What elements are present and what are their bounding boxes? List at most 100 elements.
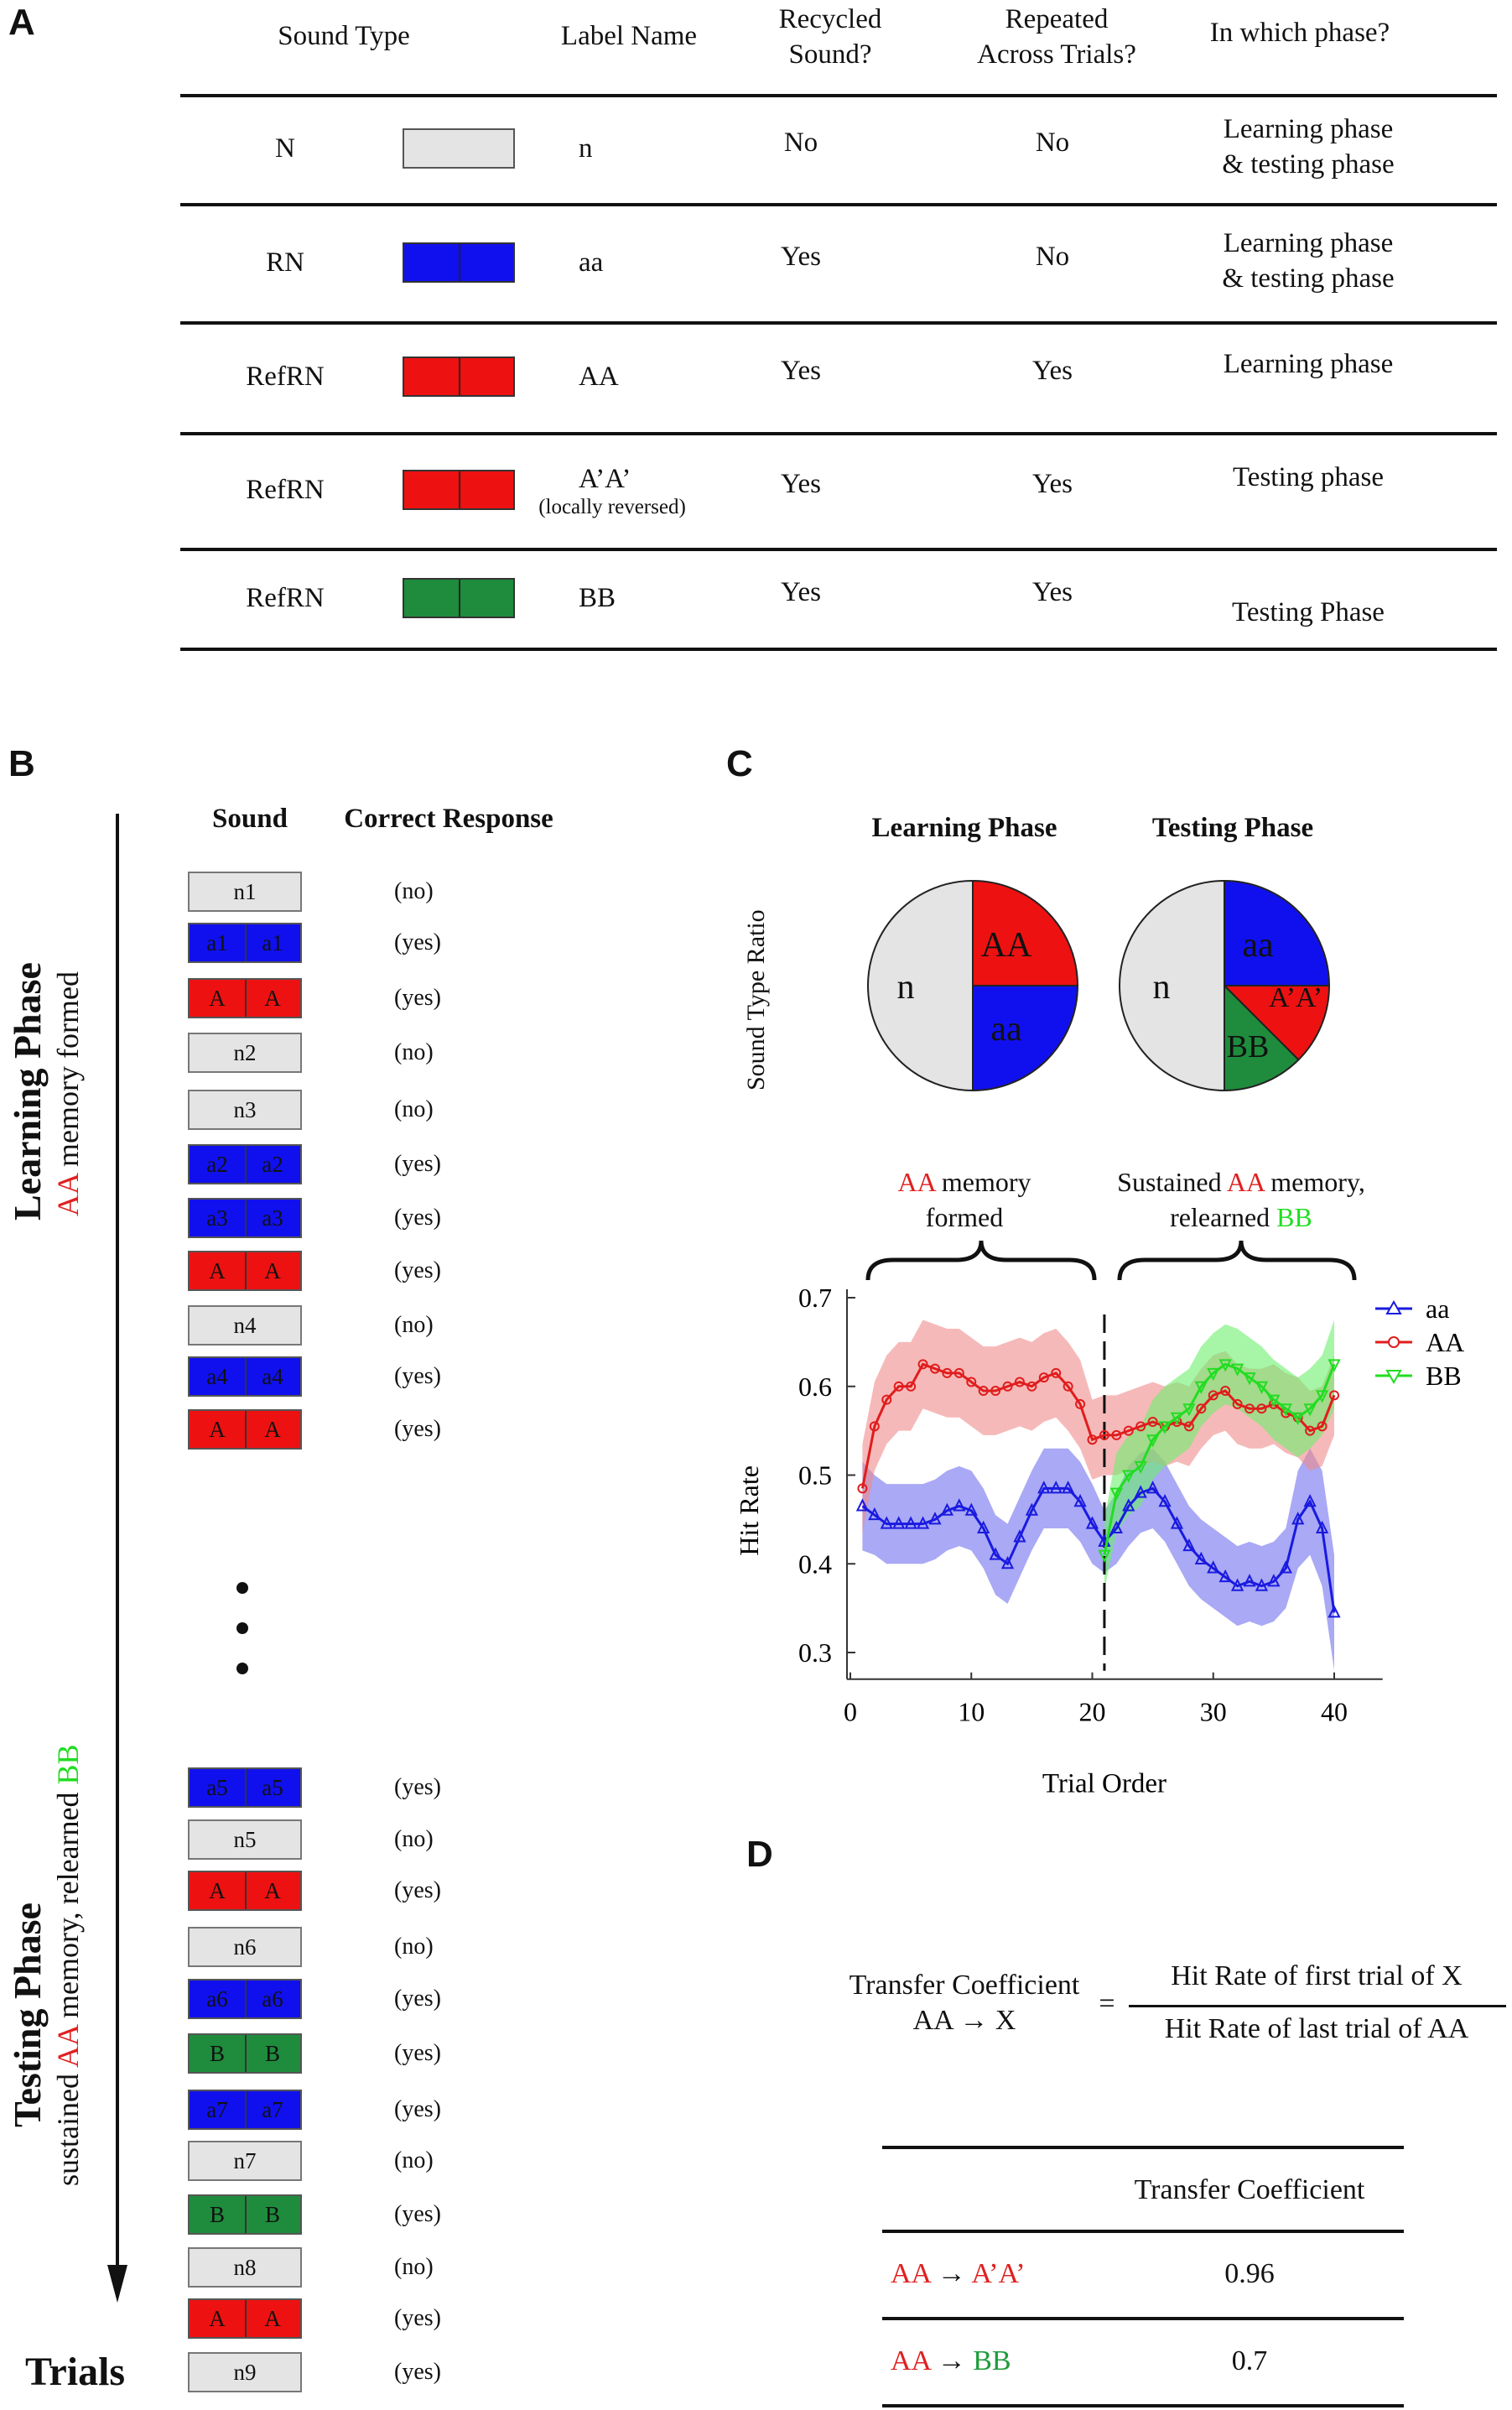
label-name-cell: A’A’	[579, 464, 631, 494]
correct-response: (yes)	[394, 2305, 441, 2331]
sound-box-text: A	[209, 1258, 226, 1283]
sound-swatch	[403, 128, 515, 169]
sound-box-n: n8	[188, 2247, 302, 2288]
d-table-rule	[882, 2317, 1404, 2320]
equation-equals: =	[1099, 1988, 1115, 2019]
data-point-aa	[1220, 1386, 1231, 1397]
data-point-aa	[1111, 1429, 1122, 1440]
sound-box-aa: a2 a2	[188, 1144, 302, 1184]
data-point-aa	[1075, 1398, 1086, 1409]
correct-response: (no)	[394, 878, 434, 904]
d-table-rule-top	[882, 2146, 1404, 2149]
learning-subtitle-red: AA	[51, 1174, 85, 1216]
table-rule	[180, 548, 1497, 551]
data-point-aa	[892, 1516, 906, 1529]
label-note: (locally reversed)	[538, 496, 686, 518]
correct-response: (yes)	[394, 1774, 441, 1800]
data-point-bb	[1146, 1434, 1160, 1448]
sound-box-divider	[245, 1769, 247, 1806]
brace-left	[865, 1240, 1097, 1281]
data-point-aa	[1267, 1574, 1281, 1587]
sound-box-divider	[245, 2196, 247, 2233]
sound-box-n: n2	[188, 1033, 302, 1073]
table-rule-top	[180, 94, 1497, 97]
data-point-bb	[1267, 1394, 1281, 1408]
data-point-aa	[1244, 1403, 1255, 1414]
data-point-aa	[1122, 1498, 1135, 1512]
brace-right-line2: relearned	[1170, 1202, 1270, 1232]
data-point-aa	[1099, 1429, 1109, 1440]
sound-box-divider	[245, 1146, 247, 1183]
data-point-aa	[1085, 1516, 1099, 1529]
sound-box-divider	[245, 980, 247, 1017]
header-recycled-line2: Sound?	[788, 39, 872, 70]
pie-label: n	[1153, 968, 1171, 1007]
data-point-aa	[1062, 1481, 1075, 1494]
sound-box-text: n7	[233, 2148, 257, 2173]
legend-marker	[1388, 1336, 1400, 1348]
repeated-cell: No	[1035, 128, 1070, 158]
data-point-aa	[1000, 1556, 1015, 1569]
data-point-bb	[1098, 1549, 1111, 1563]
equation-lhs-line2: AA → X	[912, 2005, 1016, 2036]
data-point-aa	[953, 1367, 964, 1378]
correct-response: (yes)	[394, 1416, 441, 1442]
data-point-aa	[964, 1502, 978, 1516]
sound-box-n: n3	[188, 1090, 302, 1130]
data-point-aa	[977, 1520, 990, 1533]
data-point-bb	[1328, 1359, 1341, 1372]
repeated-cell: Yes	[1031, 576, 1073, 607]
sound-box-text: B	[264, 2202, 280, 2227]
pie-learning-title: Learning Phase	[871, 813, 1057, 843]
column-sound: Sound	[212, 804, 288, 834]
data-point-aa	[1170, 1516, 1184, 1529]
recycled-cell: Yes	[780, 241, 822, 272]
brace-right-pre: Sustained	[1117, 1167, 1227, 1197]
transfer-arrow: →	[930, 2258, 972, 2289]
data-point-aa	[1256, 1403, 1267, 1414]
sound-box-aa: a1 a1	[188, 923, 302, 963]
sound-box-divider	[245, 2300, 247, 2337]
data-point-bb	[1170, 1412, 1184, 1425]
sound-box-text: A	[209, 986, 226, 1011]
data-point-aa	[1073, 1493, 1087, 1507]
sound-box-divider	[245, 1252, 247, 1289]
pie-learning: n AA aa	[867, 879, 1079, 1092]
pie-slice-aa	[972, 879, 1079, 986]
brace-left-text1: memory	[934, 1167, 1031, 1197]
data-point-bb	[1255, 1381, 1269, 1394]
sound-box-text: a4	[206, 1364, 228, 1389]
x-tick-label: 10	[958, 1697, 985, 1727]
correct-response: (yes)	[394, 1877, 441, 1903]
data-point-aa	[1049, 1481, 1063, 1494]
sound-type-cell: RefRN	[246, 475, 325, 505]
testing-subtitle-pre: sustained	[51, 2068, 85, 2186]
data-point-aa	[1063, 1381, 1073, 1392]
data-point-bb	[1122, 1470, 1135, 1483]
sound-swatch	[403, 242, 515, 283]
transfer-from: AA	[891, 2258, 931, 2289]
data-point-aa	[1317, 1421, 1328, 1432]
phase-cell-line1: Learning phase	[1223, 114, 1394, 144]
data-point-aa	[966, 1377, 977, 1387]
sound-type-cell: RefRN	[246, 362, 325, 392]
sound-box-aa: a5 a5	[188, 1767, 302, 1808]
data-point-aa	[904, 1516, 917, 1529]
data-point-bb	[1194, 1381, 1208, 1394]
data-point-aa	[928, 1512, 942, 1525]
ellipsis-dot	[236, 1582, 248, 1594]
correct-response: (no)	[394, 1826, 434, 1852]
fraction-bar	[1129, 2005, 1506, 2007]
legend-label: aa	[1426, 1293, 1449, 1324]
legend-marker	[1385, 1370, 1402, 1385]
data-point-aa	[917, 1359, 928, 1370]
header-recycled: Recycled Sound?	[746, 2, 914, 72]
pie-slice-n	[867, 879, 974, 1092]
testing-subtitle-mid: memory, relearned	[51, 1784, 85, 2026]
pie-label: A’A’	[1269, 982, 1322, 1013]
legend-marker	[1385, 1299, 1402, 1314]
data-point-aa	[1243, 1574, 1256, 1587]
sound-box-divider	[245, 2035, 247, 2072]
